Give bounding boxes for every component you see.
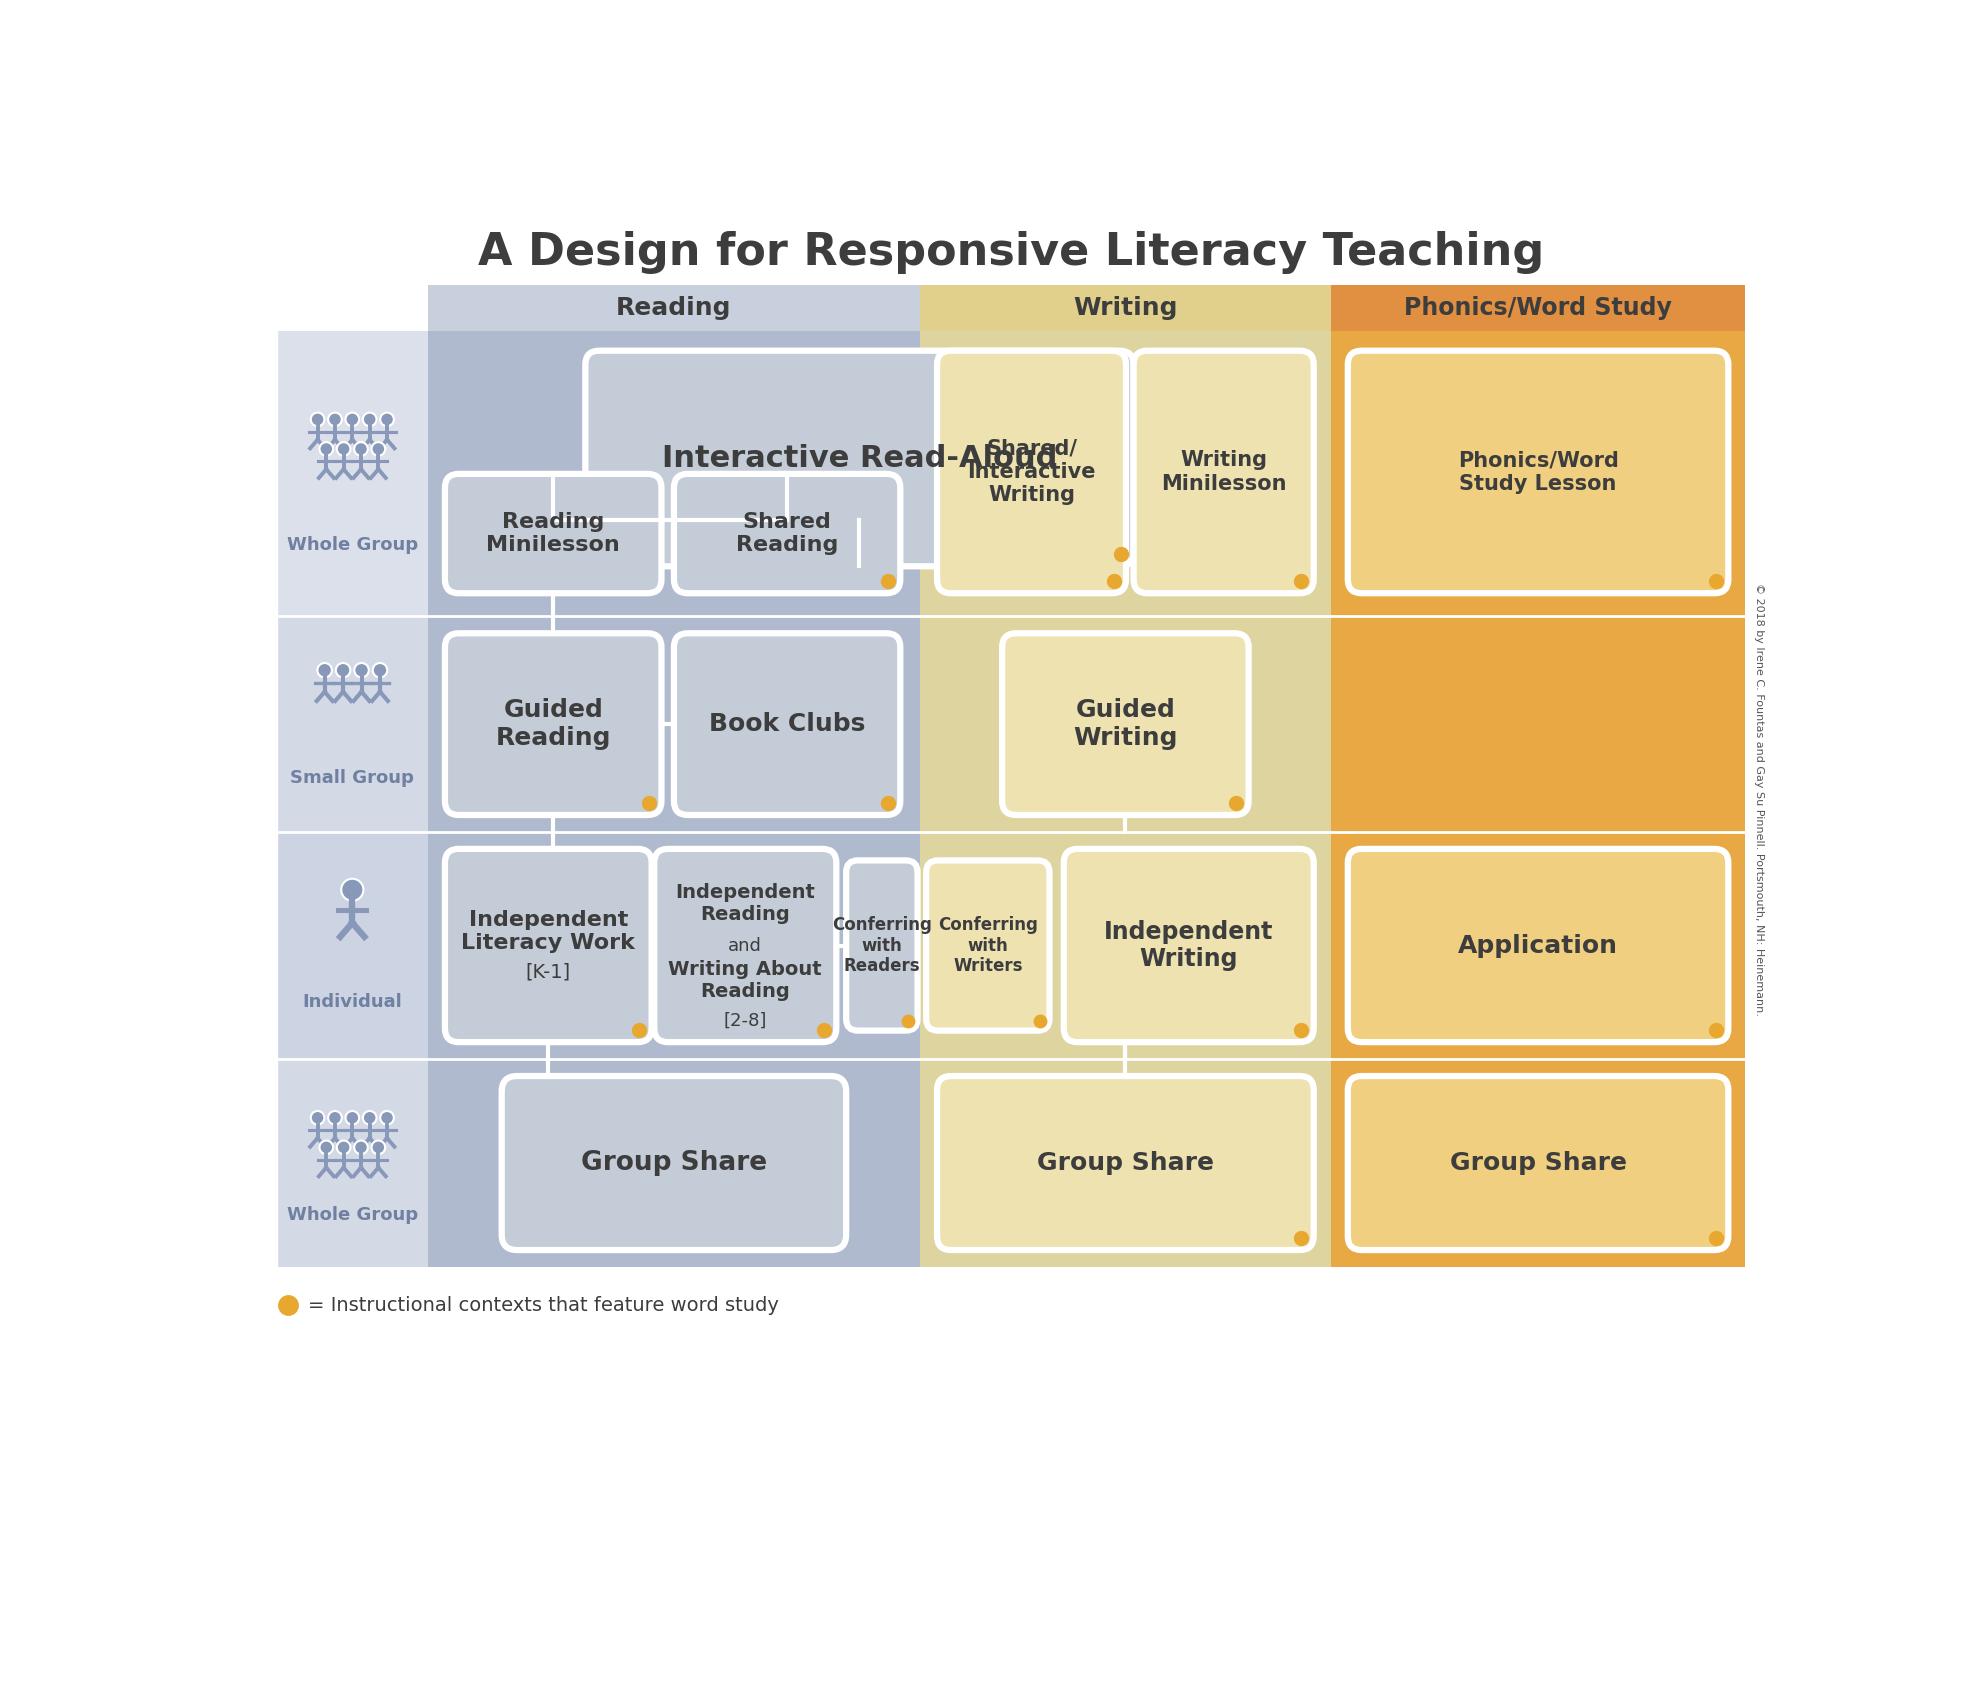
Text: Independent
Writing: Independent Writing (1105, 919, 1274, 972)
Circle shape (372, 1140, 385, 1154)
Bar (277, 332, 429, 616)
Circle shape (379, 1111, 393, 1125)
Text: Interactive Read-Aloud: Interactive Read-Aloud (663, 445, 1058, 473)
Text: [2-8]: [2-8] (723, 1012, 767, 1029)
Text: Book Clubs: Book Clubs (710, 712, 865, 736)
Circle shape (328, 1111, 342, 1125)
Bar (1331, 332, 1746, 1266)
Text: Phonics/Word Study: Phonics/Word Study (1404, 296, 1671, 320)
FancyBboxPatch shape (501, 1076, 845, 1250)
Bar (920, 332, 1331, 1266)
Text: Individual: Individual (303, 994, 403, 1012)
Bar (429, 285, 920, 332)
Circle shape (374, 663, 387, 677)
Text: A Design for Responsive Literacy Teaching: A Design for Responsive Literacy Teachin… (478, 231, 1543, 273)
Text: Shared
Reading: Shared Reading (735, 512, 838, 556)
FancyBboxPatch shape (1064, 849, 1313, 1042)
Text: Independent
Literacy Work: Independent Literacy Work (462, 909, 635, 953)
Text: Writing About
Reading: Writing About Reading (668, 960, 822, 1000)
FancyBboxPatch shape (1349, 350, 1728, 593)
Circle shape (311, 1111, 324, 1125)
Circle shape (364, 413, 377, 426)
FancyBboxPatch shape (845, 861, 918, 1031)
Text: = Instructional contexts that feature word study: = Instructional contexts that feature wo… (309, 1297, 779, 1315)
Text: Phonics/Word
Study Lesson: Phonics/Word Study Lesson (1457, 450, 1618, 493)
Circle shape (346, 413, 360, 426)
FancyBboxPatch shape (674, 473, 900, 593)
FancyBboxPatch shape (444, 633, 661, 815)
Circle shape (372, 443, 385, 456)
Text: Group Share: Group Share (1449, 1152, 1626, 1175)
FancyBboxPatch shape (926, 861, 1050, 1031)
Text: Application: Application (1459, 933, 1618, 958)
FancyBboxPatch shape (938, 1076, 1313, 1250)
Circle shape (346, 1111, 360, 1125)
Circle shape (336, 663, 350, 677)
Text: © 2018 by Irene C. Fountas and Gay Su Pinnell. Portsmouth, NH: Heinemann.: © 2018 by Irene C. Fountas and Gay Su Pi… (1754, 583, 1764, 1015)
Text: Whole Group: Whole Group (287, 536, 419, 554)
Text: Small Group: Small Group (291, 770, 415, 786)
FancyBboxPatch shape (674, 633, 900, 815)
Text: Reading
Minilesson: Reading Minilesson (486, 512, 619, 556)
FancyBboxPatch shape (1003, 633, 1248, 815)
FancyBboxPatch shape (586, 350, 1134, 566)
Text: Writing
Minilesson: Writing Minilesson (1160, 450, 1286, 493)
Text: Guided
Reading: Guided Reading (495, 699, 611, 749)
Text: Conferring
with
Writers: Conferring with Writers (938, 916, 1038, 975)
FancyBboxPatch shape (1349, 849, 1728, 1042)
Text: [K-1]: [K-1] (525, 963, 570, 982)
FancyBboxPatch shape (938, 350, 1127, 593)
Circle shape (364, 1111, 377, 1125)
Circle shape (336, 443, 350, 456)
Bar (277, 616, 429, 832)
Text: Reading: Reading (615, 296, 731, 320)
Text: Guided
Writing: Guided Writing (1073, 699, 1178, 749)
Bar (277, 832, 429, 1059)
Bar (429, 332, 920, 1266)
Text: Writing: Writing (1073, 296, 1178, 320)
Circle shape (317, 663, 332, 677)
FancyBboxPatch shape (655, 849, 836, 1042)
Circle shape (318, 1140, 332, 1154)
Bar (920, 285, 1331, 332)
Circle shape (379, 413, 393, 426)
FancyBboxPatch shape (1134, 350, 1313, 593)
Text: Shared/
Interactive
Writing: Shared/ Interactive Writing (967, 440, 1095, 505)
Circle shape (342, 879, 364, 901)
Circle shape (354, 1140, 368, 1154)
Circle shape (328, 413, 342, 426)
Bar (1331, 285, 1746, 332)
Circle shape (311, 413, 324, 426)
Text: Group Share: Group Share (1036, 1152, 1213, 1175)
Text: Independent
Reading: Independent Reading (676, 882, 816, 923)
Text: Group Share: Group Share (580, 1150, 767, 1175)
Text: Conferring
with
Readers: Conferring with Readers (832, 916, 932, 975)
FancyBboxPatch shape (444, 473, 661, 593)
Bar (277, 1059, 429, 1266)
Circle shape (336, 1140, 350, 1154)
FancyBboxPatch shape (444, 849, 651, 1042)
Circle shape (354, 443, 368, 456)
Circle shape (318, 443, 332, 456)
FancyBboxPatch shape (1349, 1076, 1728, 1250)
Text: and: and (727, 936, 763, 955)
Circle shape (354, 663, 370, 677)
Text: Whole Group: Whole Group (287, 1206, 419, 1224)
